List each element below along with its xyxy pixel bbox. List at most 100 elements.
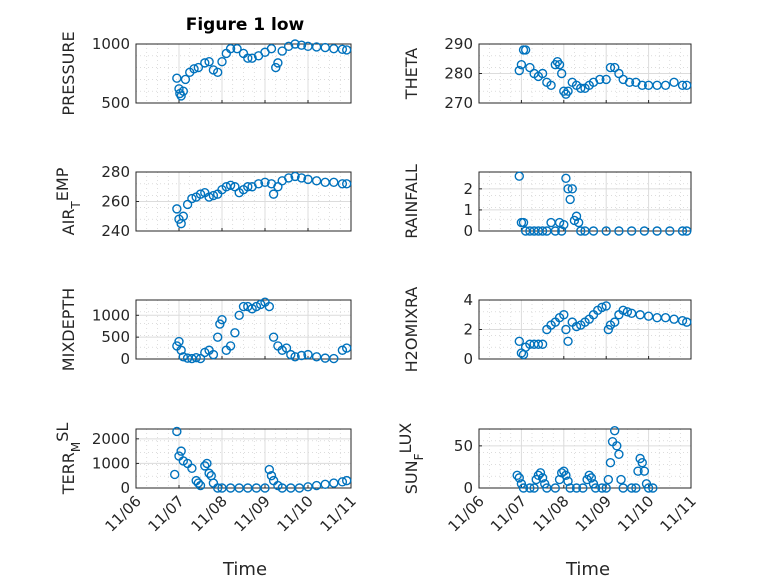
x-tick-label: 11/07 (145, 492, 188, 535)
data-point (639, 466, 650, 476)
data-point (559, 310, 569, 320)
data-point (264, 464, 274, 475)
data-point (320, 479, 330, 490)
data-point (603, 474, 614, 485)
subplot-sun-flux: 0 50 SUNFLUX 11/06 11/07 11/08 11/09 11/10 11/11 (396, 423, 700, 536)
data-point (576, 83, 586, 93)
data-point (550, 226, 561, 236)
data-point (260, 177, 270, 188)
data-point (290, 352, 300, 362)
data-point (565, 483, 575, 493)
data-point (212, 483, 223, 493)
data-point (618, 305, 628, 316)
data-point (225, 341, 236, 351)
axes-border (135, 171, 352, 232)
y-axis-label: RAINFALL (402, 164, 421, 239)
data-point (518, 217, 529, 228)
y-tick-label: 290 (444, 35, 473, 53)
data-point (266, 471, 277, 481)
y-axis-label: PRESSURE (59, 31, 78, 115)
data-point (225, 180, 236, 190)
data-point (329, 353, 339, 364)
figure-title: Figure 1 low (186, 15, 305, 35)
axes-border (135, 43, 352, 104)
data-point (204, 468, 214, 478)
data-point (514, 171, 524, 181)
data-point (178, 86, 189, 96)
data-point (238, 301, 249, 312)
data-point (268, 189, 279, 199)
data-point (626, 226, 637, 236)
data-point (514, 65, 524, 76)
data-point (290, 39, 300, 49)
subplot-rainfall: 0 1 2 RAINFALL (402, 164, 692, 240)
data-point (643, 311, 654, 321)
axes-border (478, 299, 692, 360)
data-point (329, 478, 339, 488)
y-tick-label: 500 (101, 328, 130, 346)
y-axis-label: H2OMIXRA (402, 287, 421, 373)
x-tick-label: 11/08 (188, 492, 231, 535)
data-point (677, 315, 688, 326)
data-point (178, 211, 189, 221)
y-tick-label: 280 (101, 163, 130, 181)
data-point (174, 336, 184, 347)
data-point (202, 458, 212, 469)
data-point (273, 58, 283, 68)
data-point (537, 473, 548, 483)
y-tick-label: 50 (454, 437, 473, 455)
data-point (283, 41, 294, 52)
data-point (529, 483, 539, 493)
data-point (537, 339, 548, 349)
y-tick-label: 4 (463, 291, 473, 309)
data-point (648, 483, 658, 493)
data-point (556, 68, 567, 79)
data-point (176, 345, 186, 355)
axes-frame (478, 171, 692, 232)
data-point (193, 62, 204, 73)
data-point (189, 64, 199, 74)
data-point (677, 226, 688, 236)
data-point (643, 483, 654, 493)
data-point (624, 77, 635, 88)
data-point (342, 475, 352, 486)
data-point (266, 44, 277, 54)
data-point (182, 199, 193, 210)
data-point (204, 57, 214, 67)
data-point (550, 483, 561, 493)
data-point (626, 483, 637, 493)
data-point (176, 91, 186, 101)
data-point (588, 226, 599, 236)
data-point (191, 352, 201, 363)
data-point (520, 45, 531, 55)
data-point (195, 189, 206, 199)
data-point (230, 328, 240, 338)
y-tick-label: 0 (463, 479, 473, 497)
x-tick-label: 11/10 (274, 492, 317, 535)
y-axis-label: TERRMSL (53, 423, 83, 496)
data-point (187, 463, 197, 474)
data-point (283, 173, 294, 183)
data-point (253, 179, 264, 189)
y-tick-label: 1 (463, 201, 473, 219)
data-point (571, 211, 582, 221)
data-point (559, 219, 569, 230)
data-point (616, 474, 626, 485)
y-tick-label: 2 (463, 180, 473, 198)
data-point (682, 226, 692, 236)
data-point (601, 301, 611, 311)
data-point (571, 483, 582, 493)
x-tick-label: 11/10 (614, 492, 657, 535)
data-point (578, 483, 588, 493)
data-point (212, 332, 223, 342)
data-point (612, 441, 622, 451)
subplot-h2omixra: 0 2 4 H2OMIXRA (402, 287, 692, 373)
data-point (631, 483, 641, 493)
data-point (516, 59, 527, 70)
data-point (172, 204, 182, 214)
data-point (556, 226, 567, 236)
data-series (169, 426, 352, 493)
data-point (682, 80, 692, 91)
data-point (512, 470, 522, 481)
data-point (514, 336, 524, 346)
